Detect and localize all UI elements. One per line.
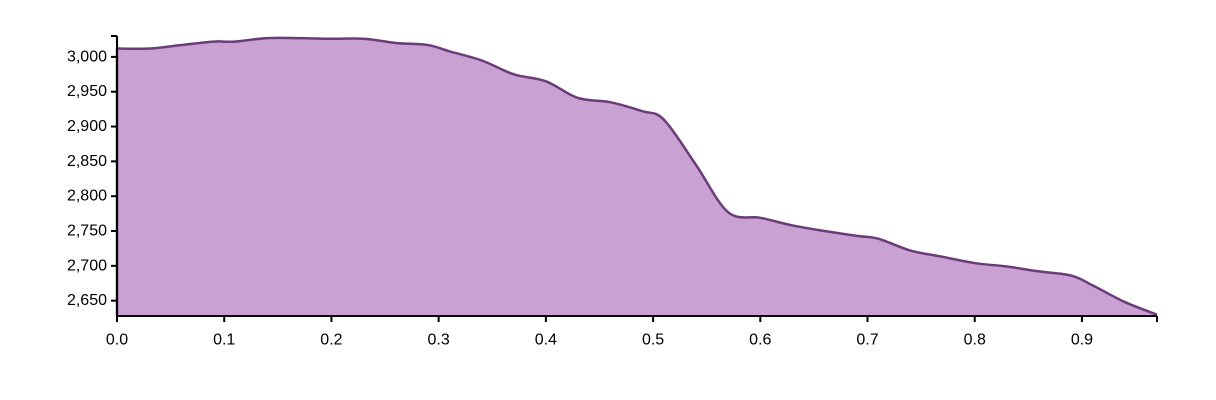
y-axis: 2,650 2,700 2,750 2,800 2,850 2,900 2,950 3,000 (67, 35, 117, 309)
y-tick-label: 2,900 (67, 118, 107, 135)
plot-area (115, 36, 1158, 316)
x-tick-label: 0.0 (106, 332, 128, 349)
y-tick-label: 2,650 (67, 292, 107, 309)
y-tick-label: 3,000 (67, 48, 107, 65)
area-fill (117, 37, 1157, 316)
y-tick-label: 2,750 (67, 223, 107, 240)
y-tick-label: 2,800 (67, 188, 107, 205)
y-tick-label: 2,950 (67, 83, 107, 100)
x-tick-label: 0.5 (642, 332, 664, 349)
x-tick-label: 0.8 (964, 332, 986, 349)
x-axis: 0.0 0.1 0.2 0.3 0.4 0.5 0.6 0.7 0.8 0.9 (106, 316, 1158, 349)
y-tick-label: 2,850 (67, 153, 107, 170)
x-tick-label: 0.2 (320, 332, 342, 349)
y-tick-label: 2,700 (67, 257, 107, 274)
x-tick-label: 0.3 (428, 332, 450, 349)
x-tick-label: 0.9 (1071, 332, 1093, 349)
x-tick-label: 0.6 (749, 332, 771, 349)
x-tick-label: 0.7 (856, 332, 878, 349)
area-line (116, 36, 1158, 316)
x-tick-label: 0.4 (535, 332, 557, 349)
x-tick-label: 0.1 (213, 332, 235, 349)
